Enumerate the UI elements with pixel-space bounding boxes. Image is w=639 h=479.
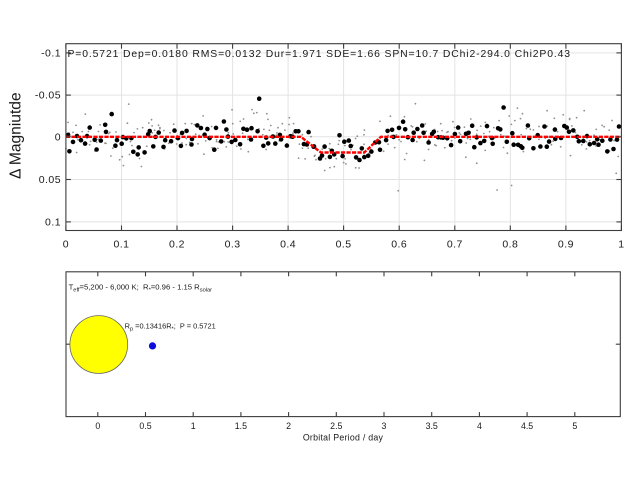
svg-text:3.5: 3.5 xyxy=(426,421,438,431)
svg-text:0.1: 0.1 xyxy=(114,239,130,251)
svg-text:5: 5 xyxy=(572,421,577,431)
svg-text:P=0.5721 Dep=0.0180 RMS=0.0132: P=0.5721 Dep=0.0180 RMS=0.0132 Dur=1.971… xyxy=(68,49,571,60)
svg-text:0.5: 0.5 xyxy=(336,239,352,251)
svg-text:0.6: 0.6 xyxy=(391,239,407,251)
svg-text:0.2: 0.2 xyxy=(169,239,185,251)
svg-text:0.1: 0.1 xyxy=(45,217,61,229)
svg-text:0: 0 xyxy=(95,421,100,431)
svg-text:0.8: 0.8 xyxy=(502,239,518,251)
svg-text:1: 1 xyxy=(191,421,196,431)
svg-text:0.05: 0.05 xyxy=(39,174,61,186)
svg-text:2.5: 2.5 xyxy=(330,421,342,431)
svg-text:0.3: 0.3 xyxy=(225,239,241,251)
svg-text:0.7: 0.7 xyxy=(447,239,463,251)
svg-text:Teff=5,200 - 6,000 K; R*=0.96: Teff=5,200 - 6,000 K; R*=0.96 - 1.15 Rso… xyxy=(69,282,213,293)
svg-text:Rp =0.13416R*; P = 0.5721: Rp =0.13416R*; P = 0.5721 xyxy=(125,321,216,332)
svg-text:0.9: 0.9 xyxy=(558,239,574,251)
svg-text:3: 3 xyxy=(382,421,387,431)
svg-text:0.5: 0.5 xyxy=(139,421,151,431)
svg-text:2: 2 xyxy=(286,421,291,431)
svg-text:1: 1 xyxy=(618,239,624,251)
svg-text:0.4: 0.4 xyxy=(280,239,296,251)
svg-text:-0.05: -0.05 xyxy=(35,90,61,102)
svg-text:0: 0 xyxy=(55,131,61,143)
svg-text:1.5: 1.5 xyxy=(235,421,247,431)
svg-text:-0.1: -0.1 xyxy=(41,48,61,60)
svg-text:0: 0 xyxy=(63,239,69,251)
svg-text:4.5: 4.5 xyxy=(521,421,533,431)
svg-text:Δ Magniutde: Δ Magniutde xyxy=(8,92,25,179)
svg-text:4: 4 xyxy=(477,421,482,431)
svg-text:Orbital Period / day: Orbital Period / day xyxy=(303,433,384,443)
